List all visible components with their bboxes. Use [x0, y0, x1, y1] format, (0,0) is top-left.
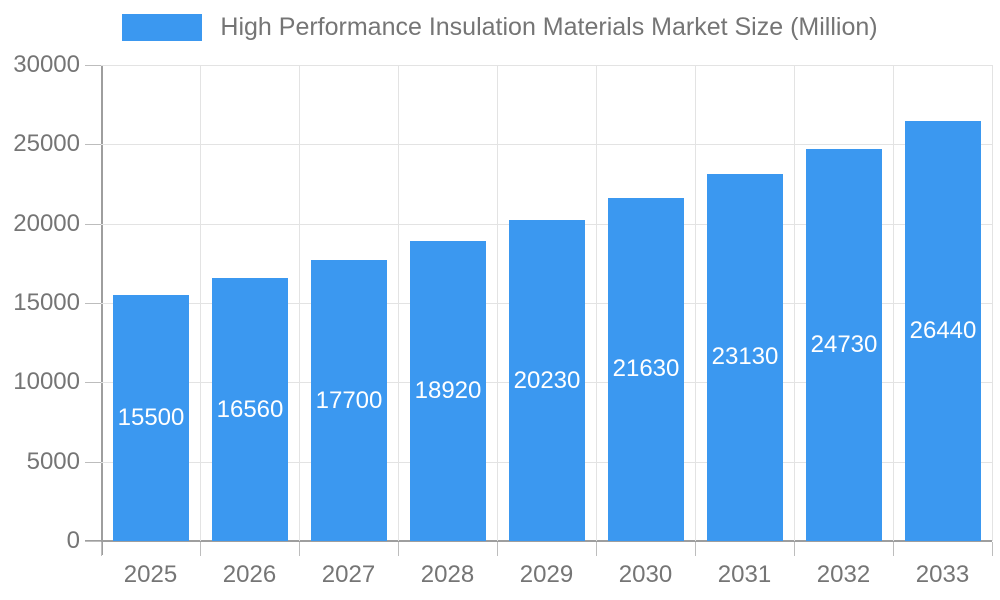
y-axis-tick [85, 224, 101, 225]
bar-value-label: 20230 [513, 366, 581, 394]
bar-2030: 21630 [608, 197, 684, 541]
y-axis-tick [85, 303, 101, 304]
x-axis-label: 2027 [321, 561, 376, 588]
gridline-vertical [596, 65, 597, 541]
y-axis-label: 25000 [13, 130, 80, 157]
bar-value-label: 18920 [414, 376, 482, 404]
gridline-horizontal [101, 144, 992, 146]
plot-area: 15500 16560 17700 18920 20230 21630 23130 24730… [101, 65, 993, 541]
y-axis-label: 5000 [26, 448, 80, 475]
gridline-vertical [695, 65, 696, 541]
gridline-vertical [893, 65, 894, 541]
bar-value-label: 16560 [216, 395, 284, 423]
x-axis-tick [101, 542, 102, 556]
y-axis-label: 0 [66, 527, 80, 554]
x-axis-label: 2029 [519, 561, 574, 588]
x-axis-label: 2033 [915, 561, 970, 588]
x-axis-label: 2028 [420, 561, 475, 588]
y-axis-label: 30000 [13, 51, 80, 78]
legend-label: High Performance Insulation Materials Ma… [220, 13, 878, 41]
bar-2032: 24730 [806, 148, 882, 541]
x-axis-tick [794, 542, 795, 556]
x-axis-tick [893, 542, 894, 556]
y-axis-label: 15000 [13, 289, 80, 316]
bar-2029: 20230 [509, 220, 585, 541]
bar-2028: 18920 [410, 240, 486, 541]
bar-value-label: 17700 [315, 386, 383, 414]
bar-value-label: 21630 [612, 355, 680, 383]
bar-value-label: 15500 [117, 404, 185, 432]
bar-2025: 15500 [113, 295, 189, 541]
bar-value-label: 26440 [909, 317, 977, 345]
x-axis-tick [695, 542, 696, 556]
gridline-horizontal [101, 65, 992, 66]
x-axis-line [85, 540, 992, 542]
x-axis-tick [596, 542, 597, 556]
y-axis-tick [85, 65, 101, 66]
bar-2031: 23130 [707, 174, 783, 541]
x-axis-label: 2025 [123, 561, 178, 588]
x-axis-label: 2032 [816, 561, 871, 588]
x-axis-tick [497, 542, 498, 556]
x-axis-tick [992, 542, 993, 556]
x-axis-tick [398, 542, 399, 556]
bar-2026: 16560 [212, 278, 288, 541]
bar-value-label: 24730 [810, 330, 878, 358]
x-axis-tick [299, 542, 300, 556]
legend-swatch-icon [122, 14, 203, 41]
y-axis-tick [85, 462, 101, 463]
bar-value-label: 23130 [711, 343, 779, 371]
y-axis-tick [85, 541, 101, 542]
gridline-vertical [200, 65, 201, 541]
bar-2027: 17700 [311, 260, 387, 541]
gridline-vertical [299, 65, 300, 541]
bar-2033: 26440 [905, 121, 981, 541]
x-axis-label: 2030 [618, 561, 673, 588]
y-axis-label: 10000 [13, 368, 80, 395]
x-axis-label: 2031 [717, 561, 772, 588]
y-axis-line [101, 65, 103, 555]
x-axis-tick [200, 542, 201, 556]
y-axis-label: 20000 [13, 210, 80, 237]
y-axis-tick [85, 144, 101, 145]
gridline-vertical [398, 65, 399, 541]
gridline-vertical [497, 65, 498, 541]
y-axis-tick [85, 382, 101, 383]
legend[interactable]: High Performance Insulation Materials Ma… [0, 13, 1000, 42]
gridline-vertical [794, 65, 795, 541]
gridline-vertical [992, 65, 993, 541]
x-axis-label: 2026 [222, 561, 277, 588]
